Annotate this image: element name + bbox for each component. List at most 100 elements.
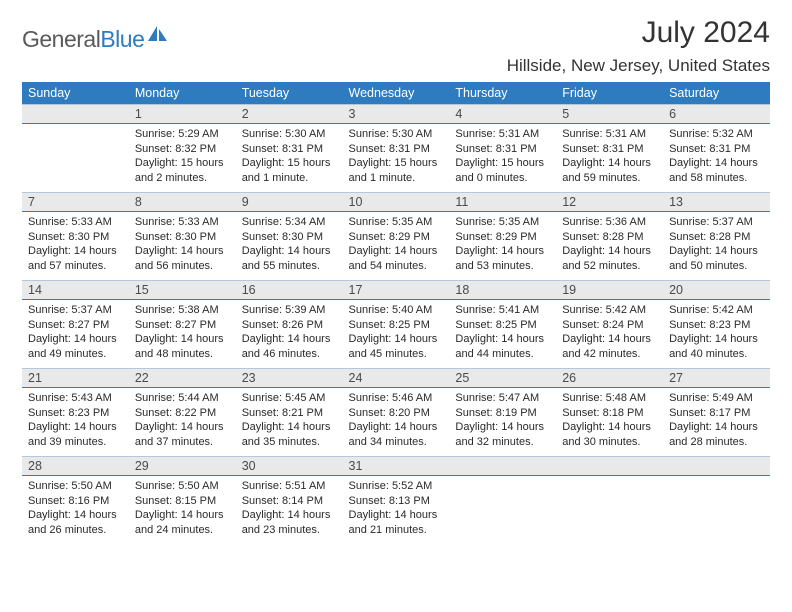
day-number: 21 — [22, 368, 129, 388]
sunset-line: Sunset: 8:31 PM — [669, 142, 764, 157]
day-info: Sunrise: 5:47 AMSunset: 8:19 PMDaylight:… — [449, 388, 556, 449]
daylight-line: Daylight: 14 hours and 59 minutes. — [562, 156, 657, 185]
day-info: Sunrise: 5:35 AMSunset: 8:29 PMDaylight:… — [449, 212, 556, 273]
sunset-line: Sunset: 8:32 PM — [135, 142, 230, 157]
sunrise-line: Sunrise: 5:51 AM — [242, 479, 337, 494]
calendar-day-cell: 22Sunrise: 5:44 AMSunset: 8:22 PMDayligh… — [129, 368, 236, 456]
daylight-line: Daylight: 14 hours and 35 minutes. — [242, 420, 337, 449]
day-number: 29 — [129, 456, 236, 476]
calendar-day-cell: 21Sunrise: 5:43 AMSunset: 8:23 PMDayligh… — [22, 368, 129, 456]
calendar-day-cell: 9Sunrise: 5:34 AMSunset: 8:30 PMDaylight… — [236, 192, 343, 280]
sunset-line: Sunset: 8:23 PM — [28, 406, 123, 421]
sunset-line: Sunset: 8:31 PM — [242, 142, 337, 157]
daylight-line: Daylight: 14 hours and 37 minutes. — [135, 420, 230, 449]
sunrise-line: Sunrise: 5:39 AM — [242, 303, 337, 318]
day-info: Sunrise: 5:30 AMSunset: 8:31 PMDaylight:… — [236, 124, 343, 185]
sunrise-line: Sunrise: 5:44 AM — [135, 391, 230, 406]
sunrise-line: Sunrise: 5:45 AM — [242, 391, 337, 406]
calendar-table: Sunday Monday Tuesday Wednesday Thursday… — [22, 82, 770, 548]
day-number: 19 — [556, 280, 663, 300]
daylight-line: Daylight: 14 hours and 26 minutes. — [28, 508, 123, 537]
day-number: 7 — [22, 192, 129, 212]
sunset-line: Sunset: 8:27 PM — [135, 318, 230, 333]
day-number: 20 — [663, 280, 770, 300]
day-info: Sunrise: 5:51 AMSunset: 8:14 PMDaylight:… — [236, 476, 343, 537]
day-info: Sunrise: 5:35 AMSunset: 8:29 PMDaylight:… — [343, 212, 450, 273]
calendar-day-cell: 3Sunrise: 5:30 AMSunset: 8:31 PMDaylight… — [343, 104, 450, 192]
day-number: 30 — [236, 456, 343, 476]
sunset-line: Sunset: 8:25 PM — [455, 318, 550, 333]
sunrise-line: Sunrise: 5:37 AM — [669, 215, 764, 230]
sunrise-line: Sunrise: 5:48 AM — [562, 391, 657, 406]
sunrise-line: Sunrise: 5:30 AM — [242, 127, 337, 142]
brand-word-1: General — [22, 26, 100, 52]
day-number: 15 — [129, 280, 236, 300]
day-info: Sunrise: 5:32 AMSunset: 8:31 PMDaylight:… — [663, 124, 770, 185]
daylight-line: Daylight: 14 hours and 55 minutes. — [242, 244, 337, 273]
day-number: 10 — [343, 192, 450, 212]
sunset-line: Sunset: 8:16 PM — [28, 494, 123, 509]
header: GeneralBlue July 2024 Hillside, New Jers… — [22, 18, 770, 76]
sunrise-line: Sunrise: 5:38 AM — [135, 303, 230, 318]
sunset-line: Sunset: 8:31 PM — [562, 142, 657, 157]
calendar-day-cell: 24Sunrise: 5:46 AMSunset: 8:20 PMDayligh… — [343, 368, 450, 456]
day-number: 17 — [343, 280, 450, 300]
day-number: 5 — [556, 104, 663, 124]
day-info: Sunrise: 5:29 AMSunset: 8:32 PMDaylight:… — [129, 124, 236, 185]
calendar-day-cell: 14Sunrise: 5:37 AMSunset: 8:27 PMDayligh… — [22, 280, 129, 368]
day-number — [22, 104, 129, 124]
calendar-day-cell: 18Sunrise: 5:41 AMSunset: 8:25 PMDayligh… — [449, 280, 556, 368]
day-info: Sunrise: 5:50 AMSunset: 8:16 PMDaylight:… — [22, 476, 129, 537]
day-number: 28 — [22, 456, 129, 476]
day-info: Sunrise: 5:37 AMSunset: 8:27 PMDaylight:… — [22, 300, 129, 361]
day-info: Sunrise: 5:33 AMSunset: 8:30 PMDaylight:… — [129, 212, 236, 273]
daylight-line: Daylight: 15 hours and 1 minute. — [242, 156, 337, 185]
calendar-day-cell: 6Sunrise: 5:32 AMSunset: 8:31 PMDaylight… — [663, 104, 770, 192]
col-thursday: Thursday — [449, 82, 556, 104]
day-info: Sunrise: 5:37 AMSunset: 8:28 PMDaylight:… — [663, 212, 770, 273]
day-number — [663, 456, 770, 476]
sunset-line: Sunset: 8:28 PM — [669, 230, 764, 245]
sunrise-line: Sunrise: 5:50 AM — [28, 479, 123, 494]
calendar-day-cell: 17Sunrise: 5:40 AMSunset: 8:25 PMDayligh… — [343, 280, 450, 368]
calendar-day-cell: 11Sunrise: 5:35 AMSunset: 8:29 PMDayligh… — [449, 192, 556, 280]
daylight-line: Daylight: 14 hours and 28 minutes. — [669, 420, 764, 449]
calendar-day-cell — [22, 104, 129, 192]
day-number: 24 — [343, 368, 450, 388]
calendar-day-cell: 31Sunrise: 5:52 AMSunset: 8:13 PMDayligh… — [343, 456, 450, 548]
sunset-line: Sunset: 8:27 PM — [28, 318, 123, 333]
sunset-line: Sunset: 8:20 PM — [349, 406, 444, 421]
sunset-line: Sunset: 8:30 PM — [135, 230, 230, 245]
daylight-line: Daylight: 14 hours and 23 minutes. — [242, 508, 337, 537]
calendar-day-cell: 1Sunrise: 5:29 AMSunset: 8:32 PMDaylight… — [129, 104, 236, 192]
sunset-line: Sunset: 8:28 PM — [562, 230, 657, 245]
col-friday: Friday — [556, 82, 663, 104]
sunrise-line: Sunrise: 5:42 AM — [562, 303, 657, 318]
sunrise-line: Sunrise: 5:34 AM — [242, 215, 337, 230]
sunset-line: Sunset: 8:26 PM — [242, 318, 337, 333]
sunrise-line: Sunrise: 5:29 AM — [135, 127, 230, 142]
daylight-line: Daylight: 14 hours and 53 minutes. — [455, 244, 550, 273]
sunrise-line: Sunrise: 5:40 AM — [349, 303, 444, 318]
day-number: 18 — [449, 280, 556, 300]
sunset-line: Sunset: 8:17 PM — [669, 406, 764, 421]
sunset-line: Sunset: 8:19 PM — [455, 406, 550, 421]
calendar-day-cell: 5Sunrise: 5:31 AMSunset: 8:31 PMDaylight… — [556, 104, 663, 192]
day-number: 27 — [663, 368, 770, 388]
calendar-day-cell: 19Sunrise: 5:42 AMSunset: 8:24 PMDayligh… — [556, 280, 663, 368]
day-info: Sunrise: 5:46 AMSunset: 8:20 PMDaylight:… — [343, 388, 450, 449]
sunset-line: Sunset: 8:29 PM — [455, 230, 550, 245]
daylight-line: Daylight: 14 hours and 21 minutes. — [349, 508, 444, 537]
sunrise-line: Sunrise: 5:49 AM — [669, 391, 764, 406]
daylight-line: Daylight: 14 hours and 56 minutes. — [135, 244, 230, 273]
calendar-week: 14Sunrise: 5:37 AMSunset: 8:27 PMDayligh… — [22, 280, 770, 368]
sunrise-line: Sunrise: 5:41 AM — [455, 303, 550, 318]
brand-logo: GeneralBlue — [22, 18, 168, 53]
day-number: 4 — [449, 104, 556, 124]
sail-icon — [146, 25, 168, 50]
daylight-line: Daylight: 14 hours and 50 minutes. — [669, 244, 764, 273]
sunrise-line: Sunrise: 5:42 AM — [669, 303, 764, 318]
daylight-line: Daylight: 14 hours and 42 minutes. — [562, 332, 657, 361]
sunset-line: Sunset: 8:15 PM — [135, 494, 230, 509]
calendar-day-cell: 20Sunrise: 5:42 AMSunset: 8:23 PMDayligh… — [663, 280, 770, 368]
